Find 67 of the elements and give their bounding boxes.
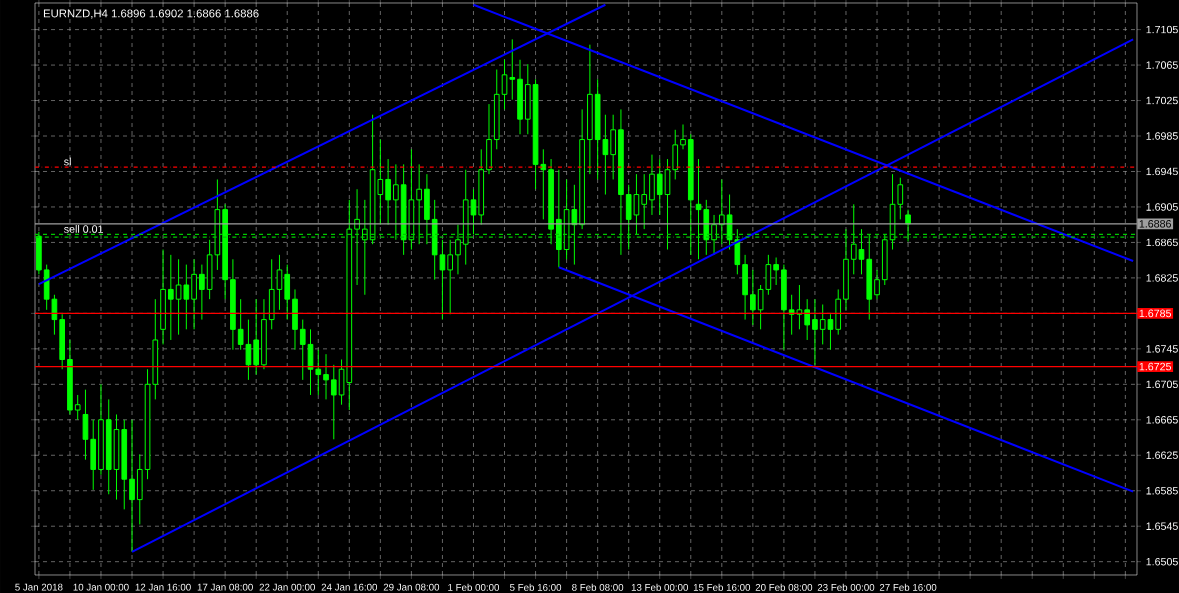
y-tick-label: 1.6905 (1146, 203, 1178, 211)
candlestick (167, 254, 174, 341)
candlestick (641, 173, 648, 230)
ref-line-label: 1.6785 (1139, 309, 1172, 318)
chart-title: EURNZD,H4 1.6896 1.6902 1.6866 1.6886 (43, 9, 259, 19)
y-tick-label: 1.6585 (1146, 486, 1178, 495)
candlestick (750, 269, 756, 326)
x-tick-label: 29 Jan 08:00 (383, 583, 440, 591)
candlestick (323, 353, 329, 400)
y-tick-label: 1.7025 (1146, 96, 1178, 105)
x-tick-label: 8 Feb 08:00 (572, 583, 624, 591)
x-tick-label: 13 Feb 00:00 (631, 583, 688, 591)
x-tick-label: 23 Feb 00:00 (817, 583, 875, 591)
candlestick (656, 158, 663, 216)
x-tick-label: 15 Feb 16:00 (693, 583, 751, 591)
candlestick (501, 59, 508, 110)
candlestick (470, 188, 477, 235)
y-tick-label: 1.6665 (1146, 416, 1178, 424)
x-tick-label: 22 Jan 00:00 (259, 583, 315, 591)
candlestick (199, 264, 205, 321)
y-tick-label: 1.6825 (1146, 274, 1178, 282)
candlestick (447, 239, 454, 315)
candlestick (385, 158, 391, 226)
candlestick (509, 38, 516, 101)
candlestick (905, 209, 911, 243)
y-tick-label: 1.7065 (1146, 61, 1178, 69)
x-tick-label: 24 Jan 16:00 (321, 583, 378, 591)
candlestick (362, 199, 368, 296)
ref-line-label: 1.6725 (1139, 362, 1172, 371)
y-tick-label: 1.6545 (1146, 522, 1178, 530)
y-tick-label: 1.6505 (1146, 557, 1178, 566)
x-tick-label: 1 Feb 00:00 (448, 583, 500, 591)
y-tick-label: 1.6625 (1146, 451, 1178, 460)
x-tick-label: 12 Jan 16:00 (135, 583, 191, 591)
y-tick-label: 1.6865 (1146, 238, 1178, 247)
candlestick (330, 364, 337, 440)
annotation: sell 0.01 (64, 225, 103, 233)
y-tick-label: 1.6945 (1146, 167, 1178, 176)
candlestick (812, 298, 818, 366)
candlestick (680, 123, 686, 150)
y-tick-label: 1.7105 (1146, 25, 1178, 34)
x-tick-label: 5 Jan 2018 (15, 583, 63, 591)
candlestick (773, 257, 779, 286)
candlestick (850, 203, 857, 275)
candlestick (315, 349, 322, 396)
candlestick (804, 298, 810, 341)
candlestick (711, 214, 717, 256)
x-tick-label: 10 Jan 00:00 (73, 583, 129, 591)
candlestick (393, 163, 399, 241)
x-tick-label: 5 Feb 16:00 (509, 583, 562, 591)
candlestick (416, 163, 422, 245)
ref-line-label: 1.6886 (1139, 220, 1172, 228)
x-tick-label: 17 Jan 08:00 (197, 583, 253, 591)
candlestick (874, 269, 880, 300)
candlestick (354, 188, 360, 286)
y-tick-label: 1.6705 (1146, 380, 1178, 389)
candlestick (299, 319, 306, 381)
annotation: sl (64, 157, 71, 166)
candlestick (455, 224, 461, 275)
candlestick (129, 419, 135, 553)
x-tick-label: 20 Feb 08:00 (755, 583, 813, 591)
candlestick (858, 228, 865, 275)
x-tick-label: 27 Feb 16:00 (879, 583, 937, 591)
y-tick-label: 1.6985 (1146, 132, 1178, 140)
candlestick (718, 178, 725, 245)
y-tick-label: 1.6745 (1146, 345, 1178, 353)
candlestick (74, 394, 81, 421)
